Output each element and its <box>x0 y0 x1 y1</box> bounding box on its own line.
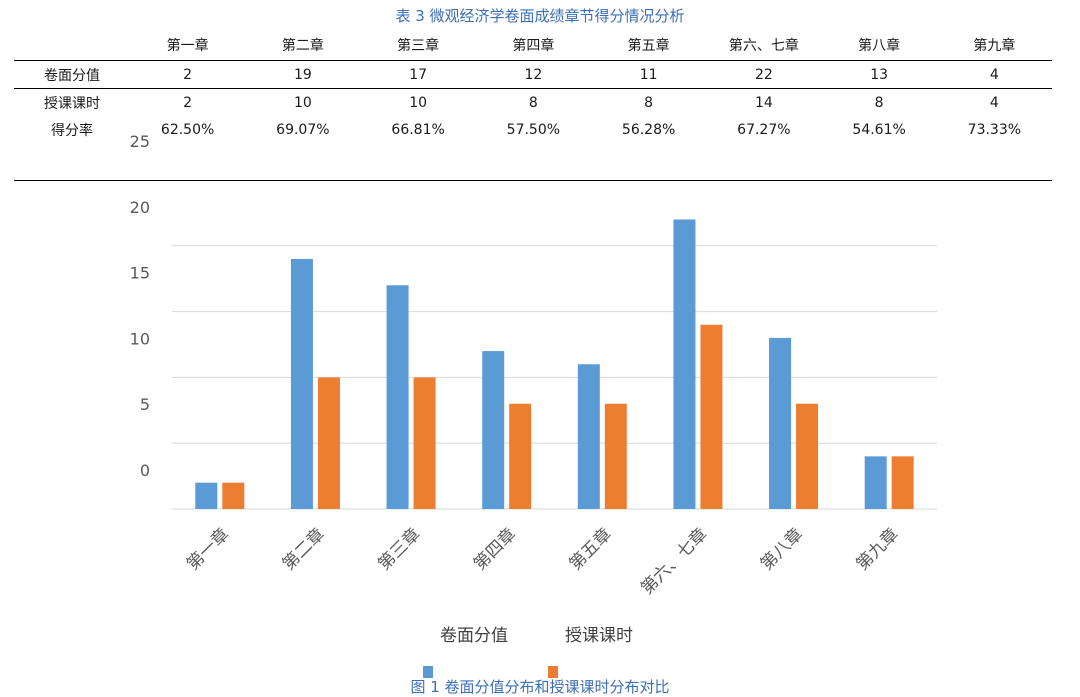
x-tick-label: 第八章 <box>757 524 807 574</box>
column-header: 第三章 <box>397 38 440 54</box>
column-header: 第九章 <box>973 38 1016 54</box>
table-row-score: 卷面分值 2 19 17 12 11 22 13 4 <box>14 60 1052 89</box>
table-cell: 54.61% <box>852 121 906 138</box>
bar-hours <box>604 403 627 509</box>
column-header: 第一章 <box>166 38 209 54</box>
score-table: 第一章 第二章 第三章 第四章 第五章 第六、七章 第八章 第九章 卷面分值 2… <box>14 30 1052 143</box>
y-tick-label: 20 <box>130 198 150 217</box>
table-cell: 69.07% <box>276 121 330 138</box>
table-cell: 22 <box>706 60 822 89</box>
column-header: 第六、七章 <box>728 38 799 54</box>
column-header: 第八章 <box>858 38 901 54</box>
table-cell: 8 <box>644 94 654 111</box>
x-tick-label: 第四章 <box>470 524 520 574</box>
y-tick-label: 25 <box>130 132 150 151</box>
table-cell: 17 <box>360 60 476 89</box>
table-cell: 13 <box>821 60 937 89</box>
table-cell: 4 <box>989 94 999 111</box>
figure-caption: 图 1 卷面分值分布和授课课时分布对比 <box>410 678 670 696</box>
bar-hours <box>796 403 819 509</box>
column-header: 第二章 <box>281 38 324 54</box>
table-cell: 19 <box>245 60 361 89</box>
legend-label-hours: 授课课时 <box>565 626 633 646</box>
table-cell: 66.81% <box>391 121 445 138</box>
bar-score <box>577 364 600 509</box>
table-cell: 10 <box>409 94 428 111</box>
bar-score <box>864 456 887 509</box>
y-tick-label: 0 <box>140 461 150 480</box>
bar-hours <box>317 377 340 509</box>
table-caption: 表 3 微观经济学卷面成绩章节得分情况分析 <box>395 7 685 25</box>
table-cell: 56.28% <box>621 121 676 138</box>
table-header-row: 第一章 第二章 第三章 第四章 第五章 第六、七章 第八章 第九章 <box>14 30 1052 61</box>
y-tick-label: 5 <box>140 395 150 414</box>
bar-score <box>673 219 696 510</box>
table-cell: 2 <box>130 60 246 89</box>
x-tick-label: 第三章 <box>374 524 424 574</box>
row-label: 卷面分值 <box>14 60 130 89</box>
table-row-rate: 得分率 62.50% 69.07% 66.81% 57.50% 56.28% 6… <box>14 116 1052 143</box>
table-cell: 11 <box>591 60 707 89</box>
bar-hours <box>700 324 723 509</box>
table-bottom-rule <box>14 180 1052 181</box>
table-row-hours: 授课课时 2 10 10 8 8 14 8 4 <box>14 89 1052 117</box>
table-cell: 62.50% <box>160 121 215 138</box>
table-cell: 2 <box>183 94 193 111</box>
bar-score <box>386 285 409 509</box>
bar-hours <box>891 456 914 509</box>
table-cell: 10 <box>293 94 312 111</box>
row-label: 得分率 <box>51 122 93 139</box>
bar-score <box>482 351 505 509</box>
y-tick-label: 10 <box>130 329 150 348</box>
legend-swatch-hours <box>548 666 558 678</box>
x-tick-label: 第二章 <box>279 524 329 574</box>
x-tick-label: 第九章 <box>853 524 903 574</box>
table-cell: 8 <box>874 94 884 111</box>
bar-hours <box>509 403 532 509</box>
column-header: 第五章 <box>627 38 670 54</box>
x-tick-label: 第六、七章 <box>637 524 711 598</box>
x-tick-label: 第五章 <box>566 524 616 574</box>
table-cell: 14 <box>754 94 773 111</box>
legend-label-score: 卷面分值 <box>440 626 508 646</box>
table-cell: 12 <box>475 60 591 89</box>
legend-swatch-score <box>423 666 433 678</box>
bar-hours <box>222 482 245 509</box>
bar-score <box>290 258 313 509</box>
table-cell: 57.50% <box>506 121 561 138</box>
bar-hours <box>413 377 436 509</box>
y-tick-label: 15 <box>130 264 150 283</box>
table-cell: 8 <box>528 94 538 111</box>
column-header: 第四章 <box>512 38 555 54</box>
bar-score <box>195 482 218 509</box>
x-tick-label: 第一章 <box>183 524 233 574</box>
score-table-container: 第一章 第二章 第三章 第四章 第五章 第六、七章 第八章 第九章 卷面分值 2… <box>14 30 1052 143</box>
table-cell: 73.33% <box>967 121 1022 138</box>
row-label: 授课课时 <box>44 95 100 112</box>
table-cell: 67.27% <box>737 121 791 138</box>
bar-score <box>769 337 792 509</box>
table-cell: 4 <box>936 60 1052 89</box>
